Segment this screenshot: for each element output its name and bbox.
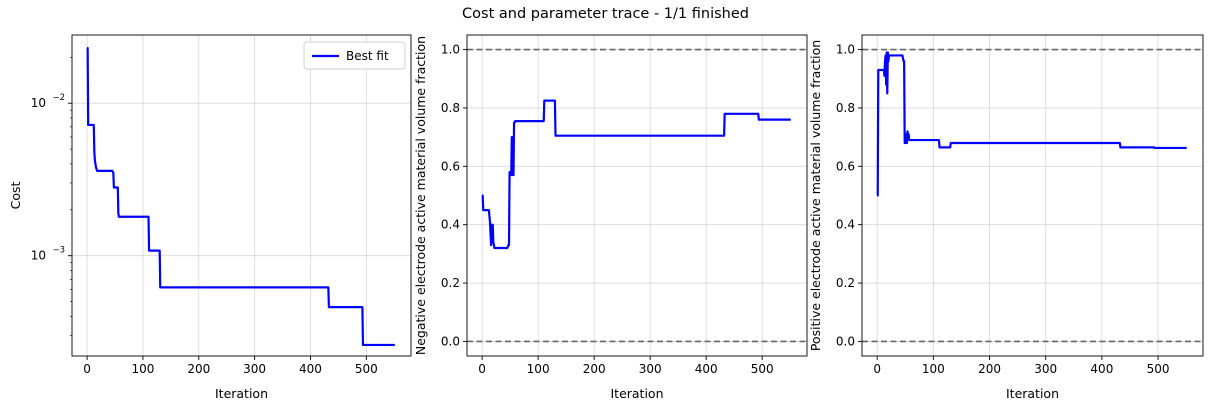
x-tick-label: 300 [639, 362, 662, 376]
x-tick-label: 200 [187, 362, 210, 376]
x-tick-label: 100 [131, 362, 154, 376]
y-axis-label: Positive electrode active material volum… [808, 40, 823, 351]
y-tick-label: 0.0 [836, 334, 855, 348]
legend-label: Best fit [346, 49, 389, 63]
negative-electrode-panel: 0 100 200 300 400 500 0.0 0.2 0.4 0.6 0.8 1.0 Iterat… [413, 34, 808, 401]
series-line [876, 51, 1187, 197]
y-tick-label: 0.4 [836, 218, 855, 232]
x-tick-label: 500 [1147, 362, 1170, 376]
y-tick-label: 0.8 [441, 101, 460, 115]
y-tick-label: 0.0 [441, 334, 460, 348]
x-tick-label: 300 [1034, 362, 1057, 376]
series-line [481, 99, 791, 250]
y-tick-label: 0.2 [441, 276, 460, 290]
x-tick-label: 200 [583, 362, 606, 376]
x-tick-label: 0 [478, 362, 486, 376]
cost-panel: 0 100 200 300 400 500 10 −3 10 −2 Iteration Cost Bes… [8, 34, 412, 401]
plot-frame [71, 34, 412, 357]
x-tick-label: 200 [978, 362, 1001, 376]
x-axis-label: Iteration [215, 386, 268, 401]
y-tick-label: 0.2 [836, 276, 855, 290]
x-tick-label: 500 [355, 362, 378, 376]
plot-frame [466, 34, 808, 357]
y-tick-label: 0.6 [441, 159, 460, 173]
y-tick-label: 10 [31, 96, 46, 110]
y-tick-label: 1.0 [441, 43, 460, 57]
x-tick-label: 0 [873, 362, 881, 376]
y-tick-label: 0.8 [836, 101, 855, 115]
x-tick-label: 400 [299, 362, 322, 376]
x-tick-label: 100 [922, 362, 945, 376]
x-tick-label: 0 [83, 362, 91, 376]
y-tick-exponent: −3 [52, 246, 65, 256]
y-tick-exponent: −2 [52, 93, 65, 103]
figure-title: Cost and parameter trace - 1/1 finished [462, 6, 749, 22]
y-axis-label: Cost [8, 182, 23, 210]
x-axis-label: Iteration [610, 386, 663, 401]
y-tick-label: 1.0 [836, 43, 855, 57]
y-axis-label: Negative electrode active material volum… [413, 36, 428, 355]
x-tick-label: 400 [695, 362, 718, 376]
x-tick-label: 400 [1090, 362, 1113, 376]
x-tick-label: 300 [243, 362, 266, 376]
y-tick-label: 0.4 [441, 218, 460, 232]
plot-frame [861, 34, 1204, 357]
x-tick-label: 500 [751, 362, 774, 376]
positive-electrode-panel: 0 100 200 300 400 500 0.0 0.2 0.4 0.6 0.8 1.0 Iterat… [808, 34, 1204, 401]
y-tick-label: 10 [31, 249, 46, 263]
x-tick-label: 100 [527, 362, 550, 376]
y-tick-label: 0.6 [836, 159, 855, 173]
x-axis-label: Iteration [1006, 386, 1059, 401]
legend-box [303, 41, 406, 70]
series-line [86, 46, 395, 347]
